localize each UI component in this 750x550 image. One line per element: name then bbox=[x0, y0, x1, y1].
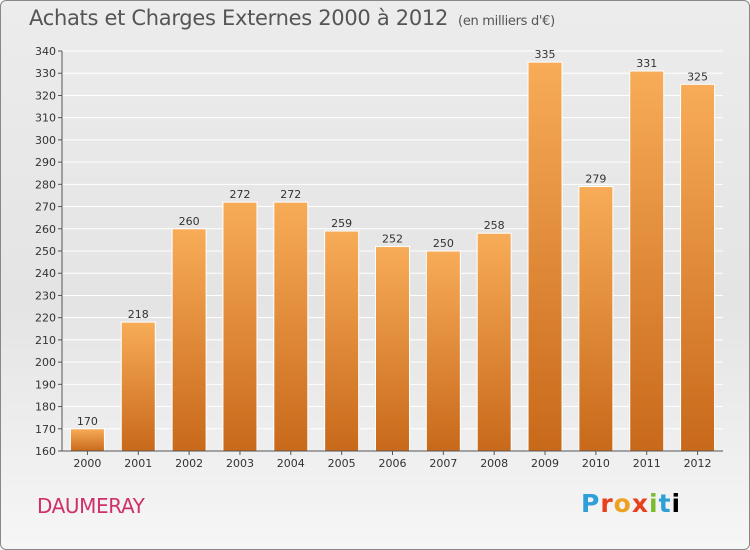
x-tick-label: 2010 bbox=[582, 457, 610, 470]
bars bbox=[69, 61, 716, 452]
value-label: 260 bbox=[179, 215, 200, 228]
x-tick-label: 2003 bbox=[226, 457, 254, 470]
value-label: 279 bbox=[585, 173, 606, 186]
x-tick-label: 2009 bbox=[531, 457, 559, 470]
y-tick-label: 200 bbox=[35, 356, 56, 369]
y-tick-label: 230 bbox=[35, 289, 56, 302]
proxiti-logo: Proxiti bbox=[581, 489, 682, 518]
bar-2009 bbox=[527, 61, 563, 452]
bar-2008 bbox=[476, 232, 512, 452]
bar-2002 bbox=[171, 228, 207, 452]
value-label: 259 bbox=[331, 217, 352, 230]
x-tick-label: 2007 bbox=[429, 457, 457, 470]
y-tick-label: 270 bbox=[35, 201, 56, 214]
value-label: 272 bbox=[229, 188, 250, 201]
bar-2003 bbox=[222, 201, 258, 452]
y-tick-label: 300 bbox=[35, 134, 56, 147]
chart-title: Achats et Charges Externes 2000 à 2012 (e… bbox=[29, 6, 555, 30]
y-tick-label: 340 bbox=[35, 45, 56, 58]
value-label: 170 bbox=[77, 415, 98, 428]
value-label: 252 bbox=[382, 233, 403, 246]
bar-2007 bbox=[425, 250, 461, 452]
y-tick-label: 240 bbox=[35, 267, 56, 280]
value-label: 250 bbox=[433, 237, 454, 250]
bar-2012 bbox=[680, 83, 716, 452]
y-tick-label: 320 bbox=[35, 89, 56, 102]
y-tick-label: 260 bbox=[35, 223, 56, 236]
value-label: 218 bbox=[128, 308, 149, 321]
x-tick-label: 2005 bbox=[328, 457, 356, 470]
y-tick-label: 210 bbox=[35, 334, 56, 347]
y-tick-label: 250 bbox=[35, 245, 56, 258]
x-tick-label: 2008 bbox=[480, 457, 508, 470]
x-tick-label: 2012 bbox=[684, 457, 712, 470]
value-label: 331 bbox=[636, 57, 657, 70]
chart-title-text: Achats et Charges Externes 2000 à 2012 bbox=[29, 6, 449, 30]
y-tick-label: 280 bbox=[35, 178, 56, 191]
bar-2011 bbox=[629, 70, 665, 452]
chart-subtitle: (en milliers d'€) bbox=[458, 14, 555, 29]
y-tick-label: 220 bbox=[35, 312, 56, 325]
y-tick-label: 170 bbox=[35, 423, 56, 436]
y-tick-label: 330 bbox=[35, 67, 56, 80]
y-tick-label: 160 bbox=[35, 445, 56, 458]
y-axis-ticks: 160 170 180 190 200 210 220 230 240 250 260 270 280 2… bbox=[35, 45, 62, 458]
y-tick-label: 180 bbox=[35, 401, 56, 414]
x-tick-label: 2000 bbox=[73, 457, 101, 470]
x-tick-label: 2006 bbox=[379, 457, 407, 470]
value-label: 258 bbox=[484, 219, 505, 232]
x-tick-label: 2004 bbox=[277, 457, 305, 470]
bar-2000 bbox=[69, 428, 105, 452]
x-tick-label: 2011 bbox=[633, 457, 661, 470]
value-label: 272 bbox=[280, 188, 301, 201]
x-axis-ticks: 2000 2001 2002 2003 2004 2005 2006 2007 2008 2009… bbox=[73, 451, 712, 470]
y-tick-label: 190 bbox=[35, 378, 56, 391]
value-label: 325 bbox=[687, 70, 708, 83]
value-labels: 170 218 260 272 272 259 252 250 258 335 279 331 325 bbox=[77, 48, 708, 428]
x-tick-label: 2001 bbox=[124, 457, 152, 470]
bar-2001 bbox=[120, 321, 156, 452]
y-tick-label: 290 bbox=[35, 156, 56, 169]
bar-2004 bbox=[273, 201, 309, 452]
location-label: DAUMERAY bbox=[37, 494, 145, 518]
y-tick-label: 310 bbox=[35, 112, 56, 125]
bar-2010 bbox=[578, 186, 614, 452]
x-tick-label: 2002 bbox=[175, 457, 203, 470]
bar-2006 bbox=[375, 246, 410, 452]
bar-2005 bbox=[324, 230, 360, 452]
value-label: 335 bbox=[535, 48, 556, 61]
